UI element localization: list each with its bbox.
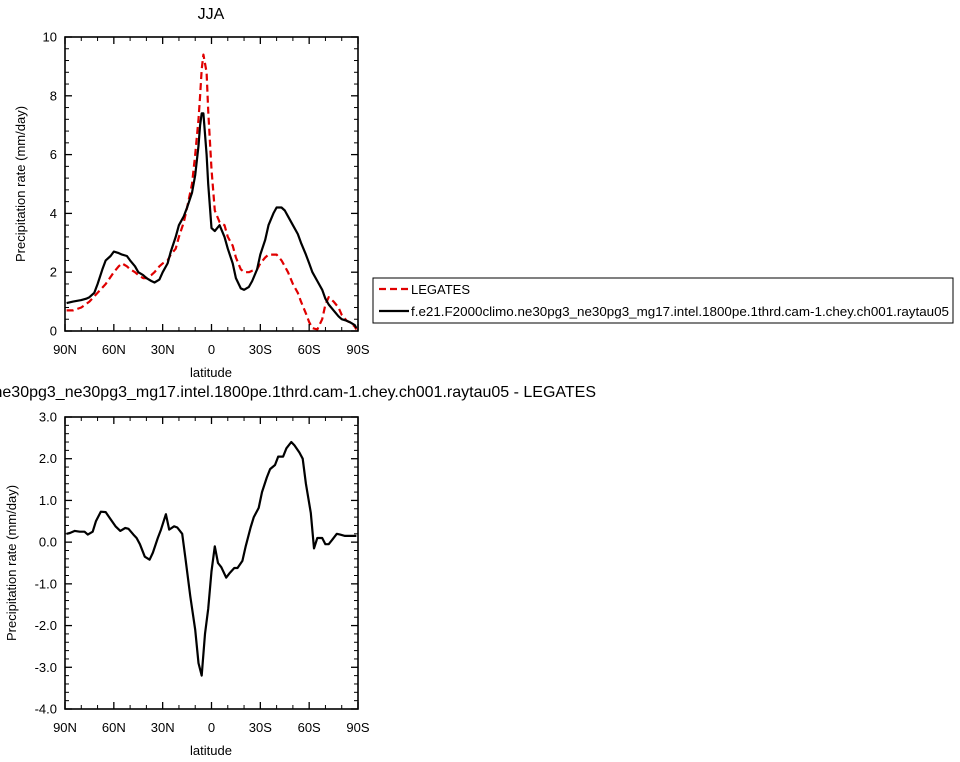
y-tick-label: 10 [43,30,57,45]
series-group [66,53,358,331]
series-line-model [66,112,358,329]
y-tick-label: 2.0 [39,451,57,466]
y-tick-label: -4.0 [35,702,57,717]
axes-ticks: 90N 60N 30N 0 30S 60S 90S 0 2 4 6 8 10 [43,30,370,358]
series-line-legates [66,53,358,331]
x-tick-label: 30N [151,342,175,357]
x-tick-label: 60N [102,720,126,735]
plot-frame [64,36,359,332]
x-tick-label: 0 [208,342,215,357]
x-tick-label: 60S [298,342,321,357]
y-tick-label: 1.0 [39,493,57,508]
y-tick-label: -3.0 [35,660,57,675]
x-axis-label: latitude [190,743,232,758]
chart-title: JJA [198,6,225,23]
y-tick-label: 8 [50,88,57,103]
legend-label-model: f.e21.F2000climo.ne30pg3_ne30pg3_mg17.in… [411,305,949,319]
series-line-difference [66,440,357,677]
x-tick-label: 60S [298,720,321,735]
y-tick-label: 0 [50,324,57,339]
x-axis-label: latitude [190,365,232,380]
x-tick-label: 90N [53,342,77,357]
legend-box [372,277,954,324]
y-tick-label: 6 [50,147,57,162]
x-tick-label: 30N [151,720,175,735]
difference-chart: f.e21.F2000climo.ne30pg3_ne30pg3_mg17.in… [0,384,596,758]
x-tick-label: 0 [208,720,215,735]
y-tick-label: 2 [50,265,57,280]
chart-title: f.e21.F2000climo.ne30pg3_ne30pg3_mg17.in… [0,384,596,401]
axes-ticks: 90N 60N 30N 0 30S 60S 90S -4.0 -3.0 -2.0 -1.0 0.0 1.… [35,410,370,736]
x-tick-label: 60N [102,342,126,357]
legend: LEGATES f.e21.F2000climo.ne30pg3_ne30pg3… [372,277,954,324]
y-tick-label: -1.0 [35,576,57,591]
x-tick-label: 30S [249,342,272,357]
x-tick-label: 90S [346,342,369,357]
x-tick-label: 30S [249,720,272,735]
y-tick-label: 0.0 [39,535,57,550]
y-tick-label: 3.0 [39,410,57,425]
x-tick-label: 90N [53,720,77,735]
y-tick-label: 4 [50,206,57,221]
x-tick-label: 90S [346,720,369,735]
legend-label-legates: LEGATES [411,282,470,297]
series-group [66,440,357,677]
y-axis-label: Precipitation rate (mm/day) [4,485,19,641]
y-tick-label: -2.0 [35,618,57,633]
y-axis-label: Precipitation rate (mm/day) [13,106,28,262]
